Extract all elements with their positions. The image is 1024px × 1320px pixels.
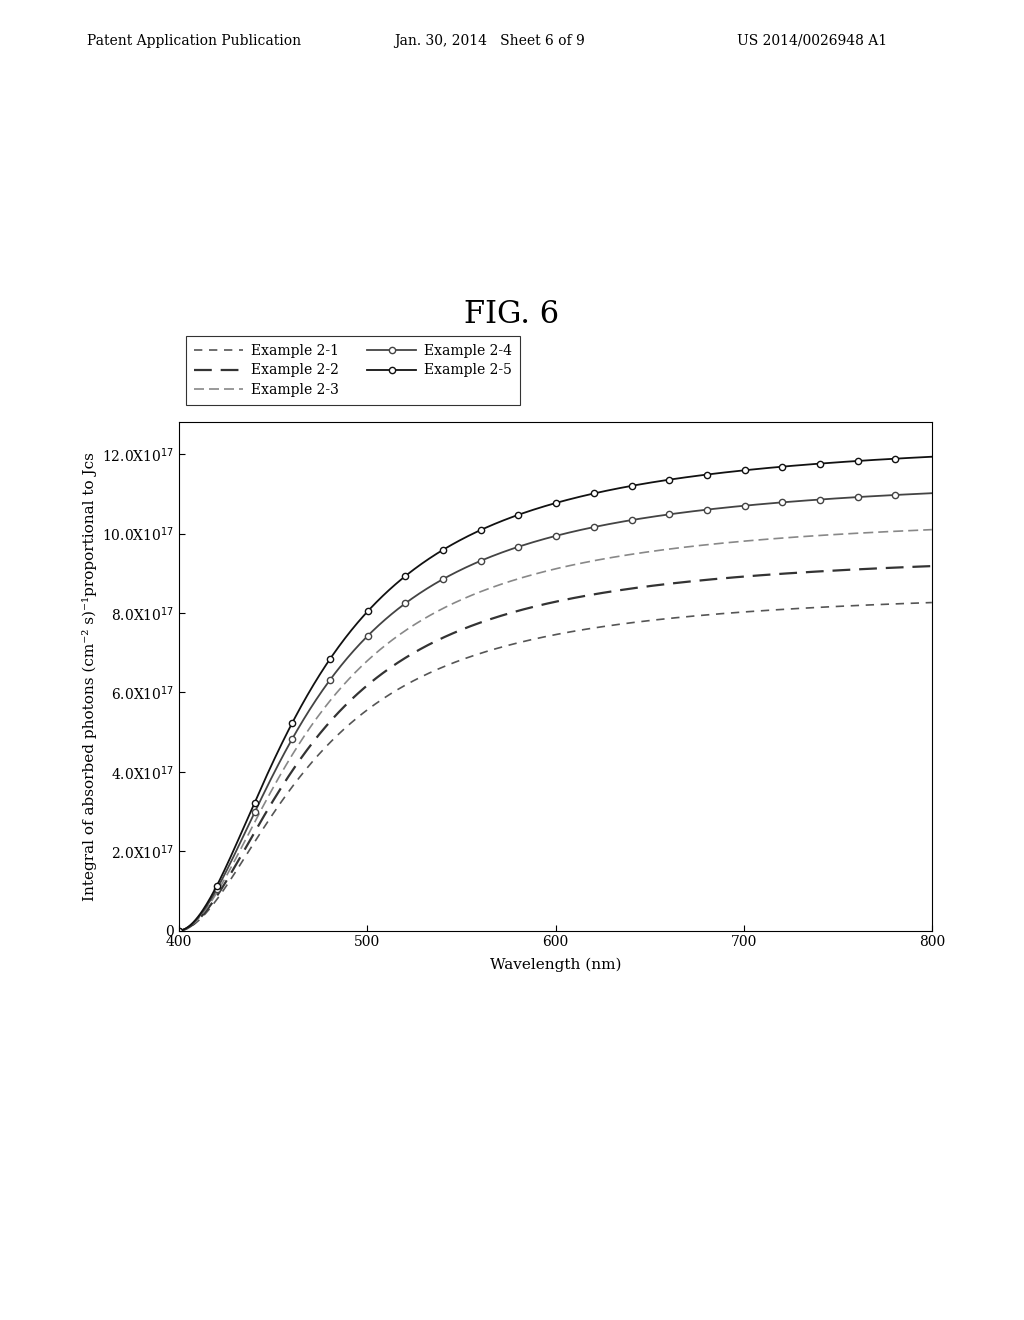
Text: US 2014/0026948 A1: US 2014/0026948 A1 xyxy=(737,34,888,48)
Legend: Example 2-1, Example 2-2, Example 2-3, Example 2-4, Example 2-5: Example 2-1, Example 2-2, Example 2-3, E… xyxy=(186,335,520,405)
Text: FIG. 6: FIG. 6 xyxy=(465,300,559,330)
Text: Patent Application Publication: Patent Application Publication xyxy=(87,34,301,48)
Y-axis label: Integral of absorbed photons (cm⁻² s)⁻¹proportional to Jcs: Integral of absorbed photons (cm⁻² s)⁻¹p… xyxy=(82,451,96,902)
X-axis label: Wavelength (nm): Wavelength (nm) xyxy=(489,958,622,973)
Text: Jan. 30, 2014   Sheet 6 of 9: Jan. 30, 2014 Sheet 6 of 9 xyxy=(394,34,585,48)
